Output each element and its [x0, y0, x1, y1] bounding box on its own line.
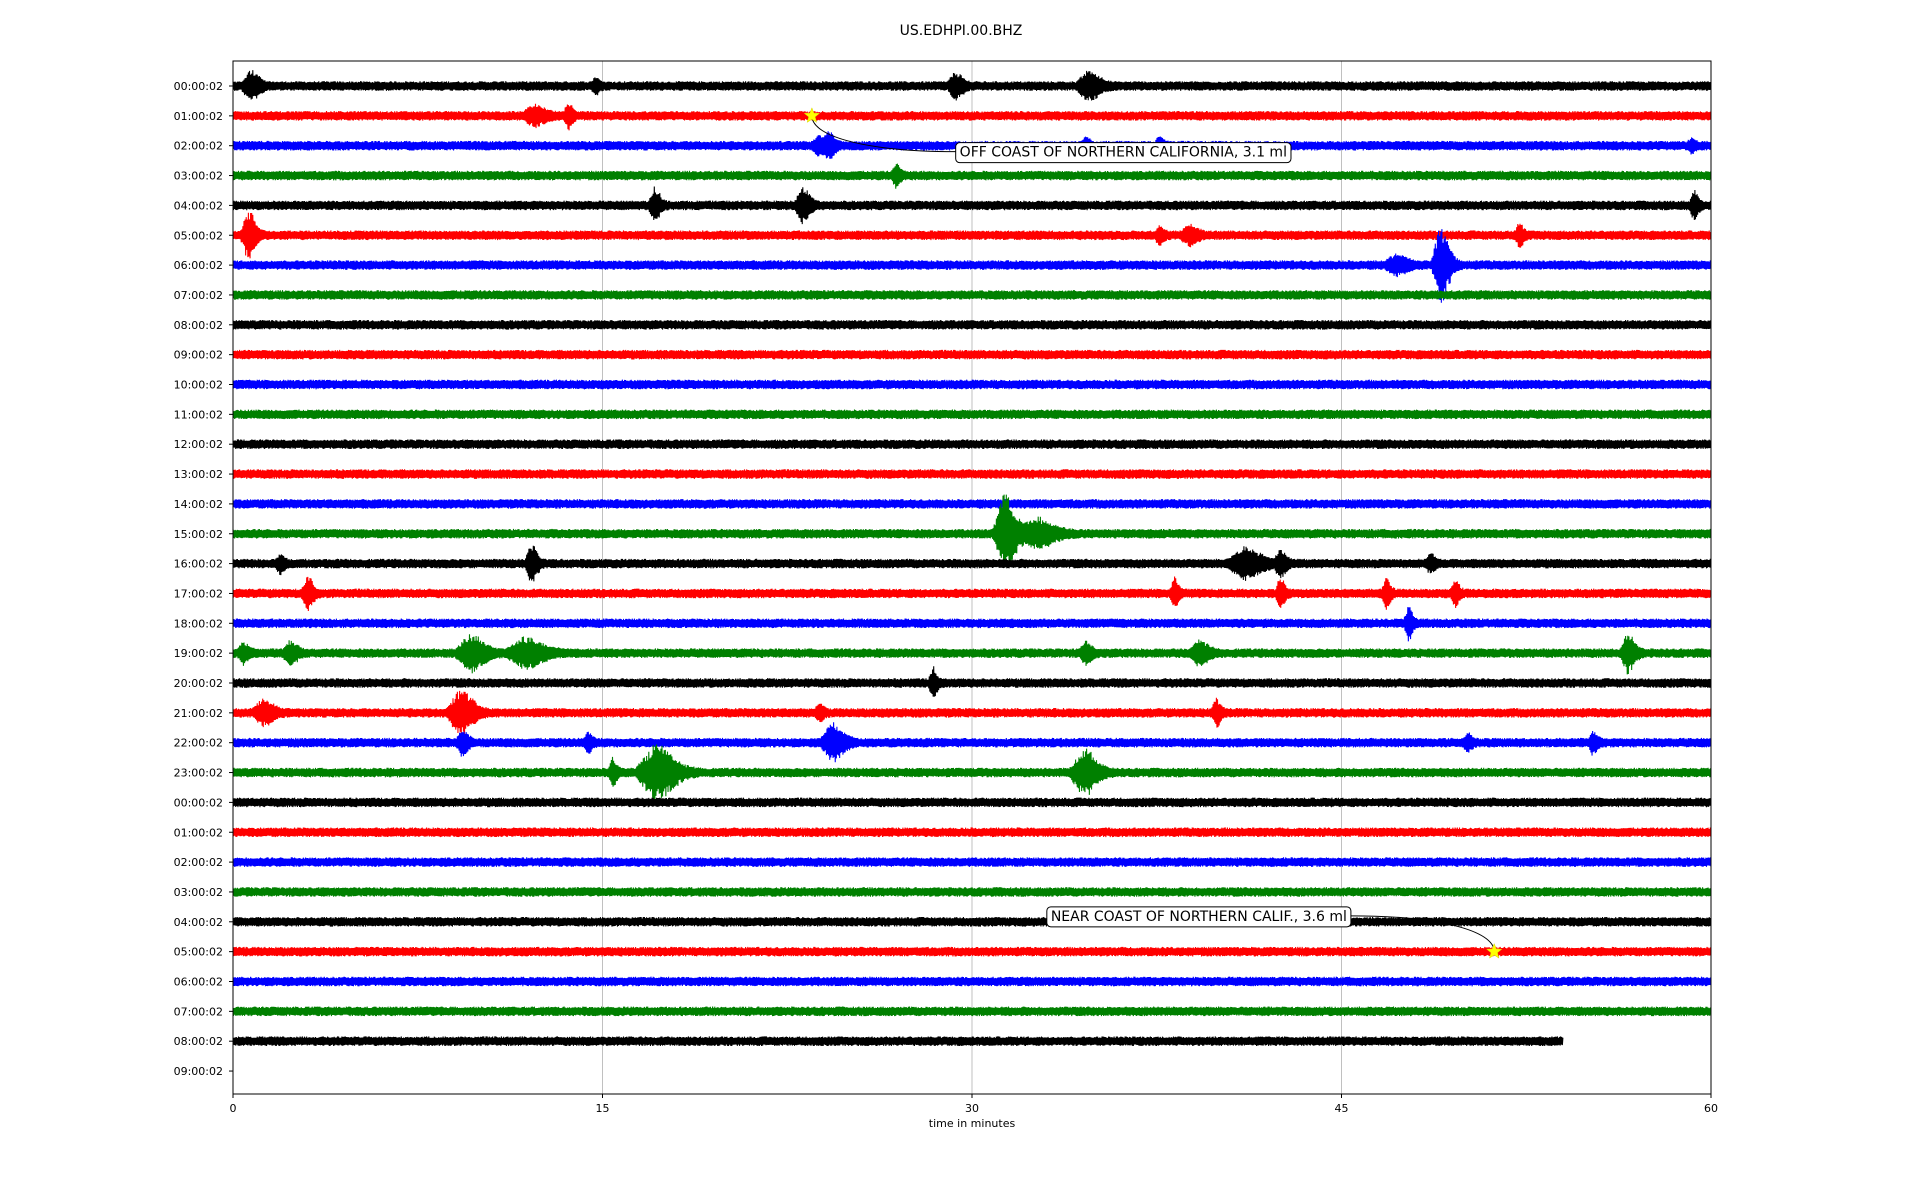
y-tick-label-25: 01:00:02 — [174, 826, 223, 839]
x-tick-label-2: 30 — [965, 1102, 979, 1115]
y-tick-label-14: 14:00:02 — [174, 498, 223, 511]
seismic-traces — [232, 70, 1712, 1047]
trace-row-7 — [232, 290, 1712, 300]
trace-row-18 — [232, 607, 1712, 642]
y-tick-label-8: 08:00:02 — [174, 319, 223, 332]
annotation-text-1: NEAR COAST OF NORTHERN CALIF., 3.6 ml — [1051, 909, 1347, 925]
x-tick-label-4: 60 — [1704, 1102, 1718, 1115]
trace-row-5 — [232, 212, 1712, 259]
trace-row-31 — [232, 1006, 1712, 1017]
event-star-marker-1 — [1485, 942, 1503, 959]
x-tick-label-1: 15 — [596, 1102, 610, 1115]
event-star-marker-0 — [803, 107, 821, 123]
trace-row-13 — [232, 469, 1712, 479]
trace-row-16 — [232, 545, 1712, 582]
x-tick-label-3: 45 — [1335, 1102, 1349, 1115]
event-annotations: OFF COAST OF NORTHERN CALIFORNIA, 3.1 ml… — [803, 107, 1503, 959]
y-tick-label-22: 22:00:02 — [174, 737, 223, 750]
x-tick-label-0: 0 — [230, 1102, 237, 1115]
y-tick-label-16: 16:00:02 — [174, 558, 223, 571]
trace-row-3 — [232, 163, 1712, 189]
trace-row-4 — [232, 186, 1712, 225]
trace-row-25 — [232, 827, 1712, 838]
event-annotation-1: NEAR COAST OF NORTHERN CALIF., 3.6 ml — [1046, 906, 1503, 959]
y-tick-label-24: 00:00:02 — [174, 796, 223, 809]
trace-row-11 — [232, 409, 1712, 420]
y-tick-label-3: 03:00:02 — [174, 170, 223, 183]
y-tick-label-1: 01:00:02 — [174, 110, 223, 123]
trace-row-17 — [232, 576, 1712, 612]
event-annotation-0: OFF COAST OF NORTHERN CALIFORNIA, 3.1 ml — [803, 107, 1292, 164]
trace-row-28 — [232, 916, 1712, 927]
y-tick-label-21: 21:00:02 — [174, 707, 223, 720]
y-tick-label-7: 07:00:02 — [174, 289, 223, 302]
y-tick-label-33: 09:00:02 — [174, 1065, 223, 1078]
y-axis-ticks: 00:00:02 01:00:02 02:00:02 03:00:02 04:00:02… — [174, 80, 233, 1078]
trace-row-10 — [232, 379, 1712, 390]
y-tick-label-11: 11:00:02 — [174, 408, 223, 421]
annotation-connector-0 — [811, 115, 956, 153]
x-axis-label: time in minutes — [929, 1117, 1016, 1130]
y-tick-label-13: 13:00:02 — [174, 468, 223, 481]
y-tick-label-6: 06:00:02 — [174, 259, 223, 272]
trace-row-15 — [232, 494, 1712, 565]
trace-row-32 — [232, 1036, 1564, 1047]
chart-title: US.EDHPI.00.BHZ — [900, 23, 1023, 39]
y-tick-label-10: 10:00:02 — [174, 379, 223, 392]
trace-row-26 — [232, 857, 1712, 867]
y-tick-label-17: 17:00:02 — [174, 587, 223, 600]
trace-row-27 — [232, 887, 1712, 897]
trace-row-19 — [232, 634, 1712, 675]
trace-row-0 — [232, 70, 1712, 101]
y-tick-label-23: 23:00:02 — [174, 767, 223, 780]
y-tick-label-26: 02:00:02 — [174, 856, 223, 869]
trace-row-6 — [232, 229, 1712, 303]
trace-row-23 — [232, 744, 1712, 801]
y-tick-label-30: 06:00:02 — [174, 976, 223, 989]
trace-row-29 — [232, 946, 1712, 957]
trace-row-22 — [232, 722, 1712, 763]
annotation-text-0: OFF COAST OF NORTHERN CALIFORNIA, 3.1 ml — [960, 145, 1287, 161]
annotation-box-0 — [955, 142, 1292, 164]
y-tick-label-15: 15:00:02 — [174, 528, 223, 541]
y-tick-label-9: 09:00:02 — [174, 349, 223, 362]
y-tick-label-28: 04:00:02 — [174, 916, 223, 929]
trace-row-12 — [232, 439, 1712, 450]
y-tick-label-20: 20:00:02 — [174, 677, 223, 690]
trace-row-24 — [232, 797, 1712, 808]
y-tick-label-4: 04:00:02 — [174, 199, 223, 212]
trace-row-9 — [232, 349, 1712, 360]
y-tick-label-29: 05:00:02 — [174, 946, 223, 959]
trace-row-1 — [232, 103, 1712, 131]
annotation-connector-1 — [1350, 915, 1495, 952]
y-tick-label-18: 18:00:02 — [174, 617, 223, 630]
y-tick-label-19: 19:00:02 — [174, 647, 223, 660]
trace-row-8 — [232, 319, 1712, 330]
y-tick-label-5: 05:00:02 — [174, 229, 223, 242]
trace-row-20 — [232, 666, 1712, 697]
y-tick-label-2: 02:00:02 — [174, 140, 223, 153]
trace-row-21 — [232, 690, 1712, 738]
x-axis-ticks: 0 15 30 45 60 — [230, 1094, 1718, 1115]
y-tick-label-27: 03:00:02 — [174, 886, 223, 899]
trace-row-14 — [232, 499, 1712, 509]
y-tick-label-32: 08:00:02 — [174, 1035, 223, 1048]
x-gridlines — [602, 61, 1342, 1094]
y-tick-label-0: 00:00:02 — [174, 80, 223, 93]
trace-row-30 — [232, 976, 1712, 987]
y-tick-label-12: 12:00:02 — [174, 438, 223, 451]
annotation-box-1 — [1046, 906, 1352, 928]
y-tick-label-31: 07:00:02 — [174, 1005, 223, 1018]
